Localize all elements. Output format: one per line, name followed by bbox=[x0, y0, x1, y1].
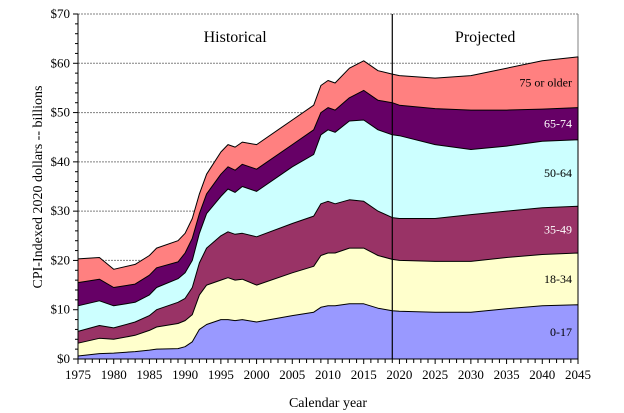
x-tick-label: 2040 bbox=[529, 367, 555, 382]
annotation-historical: Historical bbox=[204, 29, 268, 46]
y-tick-label: $70 bbox=[51, 6, 71, 21]
series-label: 50-64 bbox=[544, 166, 572, 180]
x-tick-label: 1975 bbox=[65, 367, 91, 382]
area-0-17 bbox=[77, 303, 579, 360]
y-tick-label: $0 bbox=[57, 351, 70, 366]
series-label: 75 or older bbox=[519, 75, 572, 89]
x-tick-label: 1995 bbox=[208, 367, 234, 382]
x-tick-label: 2010 bbox=[315, 367, 341, 382]
y-tick-label: $40 bbox=[51, 154, 71, 169]
series-label: 18-34 bbox=[544, 272, 572, 286]
y-tick-label: $50 bbox=[51, 105, 71, 120]
x-tick-label: 2005 bbox=[279, 367, 305, 382]
y-tick-label: $60 bbox=[51, 55, 71, 70]
area-series bbox=[77, 56, 579, 360]
annotation-projected: Projected bbox=[455, 29, 515, 46]
labels: Historical Projected 0-17 18-34 35-49 50-64 65… bbox=[204, 14, 572, 359]
x-tick-label: 2000 bbox=[244, 367, 270, 382]
x-tick-label: 2025 bbox=[422, 367, 448, 382]
series-label: 0-17 bbox=[550, 325, 572, 339]
x-tick-label: 1980 bbox=[101, 367, 127, 382]
x-tick-label: 2015 bbox=[351, 367, 377, 382]
x-tick-label: 1990 bbox=[172, 367, 198, 382]
axes: $0 $10 $20 $30 $40 $50 $60 $70 1975 1980 1985 1990 1… bbox=[51, 6, 592, 382]
x-tick-label: 2020 bbox=[386, 367, 412, 382]
x-axis-title: Calendar year bbox=[289, 396, 367, 411]
x-tick-label: 1985 bbox=[136, 367, 162, 382]
y-tick-label: $10 bbox=[51, 302, 71, 317]
series-label: 65-74 bbox=[544, 117, 572, 131]
y-tick-label: $30 bbox=[51, 203, 71, 218]
x-tick-label: 2030 bbox=[458, 367, 484, 382]
x-tick-label: 2045 bbox=[565, 367, 591, 382]
series-label: 35-49 bbox=[544, 223, 572, 237]
x-tick-label: 2035 bbox=[494, 367, 520, 382]
y-axis-title: CPI-Indexed 2020 dollars -- billions bbox=[31, 86, 46, 289]
y-tick-label: $20 bbox=[51, 252, 71, 267]
